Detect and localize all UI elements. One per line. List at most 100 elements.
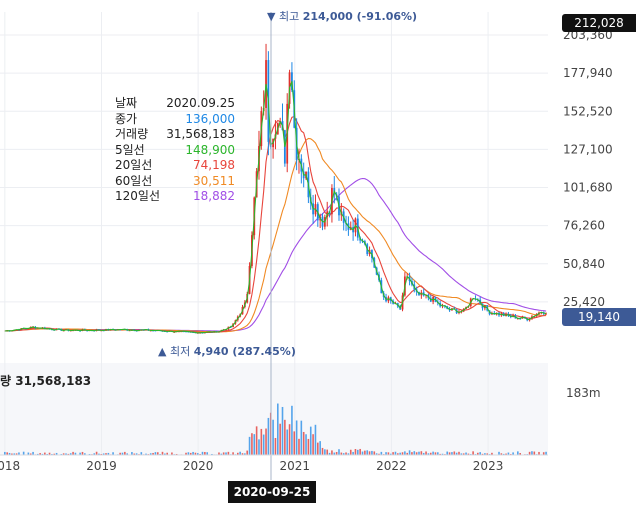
volume-bar bbox=[498, 451, 500, 455]
volume-label: 량 31,568,183 bbox=[0, 372, 91, 389]
volume-bar bbox=[81, 451, 84, 455]
volume-label-prefix: 량 bbox=[0, 374, 12, 388]
volume-bar bbox=[22, 451, 25, 455]
volume-bar bbox=[32, 451, 34, 455]
volume-bar bbox=[349, 449, 352, 455]
volume-bar bbox=[44, 452, 46, 455]
price-candles bbox=[6, 43, 547, 334]
volume-bar bbox=[519, 453, 521, 455]
volume-bar bbox=[298, 438, 300, 455]
crosshair-tooltip: 날짜 2020.09.25 종가 136,000 거래량 31,568,183 5일선… bbox=[115, 96, 235, 205]
volume-bar bbox=[55, 452, 58, 455]
volume-bar bbox=[319, 441, 321, 455]
ma5-path bbox=[4, 81, 547, 334]
volume-bar bbox=[345, 452, 347, 455]
high-annotation-value: 214,000 (-91.06%) bbox=[302, 10, 418, 23]
volume-bar bbox=[133, 453, 136, 455]
volume-bar bbox=[149, 453, 152, 455]
volume-bar bbox=[53, 453, 56, 455]
volume-bar bbox=[453, 451, 456, 455]
ma120-path bbox=[4, 177, 547, 332]
volume-bar bbox=[218, 452, 220, 455]
volume-bar bbox=[272, 419, 274, 455]
volume-bar bbox=[119, 452, 121, 455]
volume-bar bbox=[394, 451, 397, 455]
volume-bar bbox=[196, 453, 199, 455]
volume-bar bbox=[166, 452, 169, 455]
volume-bar bbox=[397, 453, 399, 455]
volume-bar bbox=[189, 452, 192, 455]
ma60-path bbox=[4, 137, 547, 333]
volume-bar bbox=[422, 452, 425, 455]
volume-bar bbox=[467, 453, 470, 455]
volume-bar bbox=[378, 453, 380, 455]
volume-bar bbox=[505, 453, 507, 455]
x-tick-label: 2022 bbox=[376, 459, 407, 473]
volume-bar bbox=[187, 452, 190, 455]
volume-bar bbox=[437, 452, 439, 455]
volume-bar bbox=[284, 419, 286, 455]
volume-bar bbox=[380, 451, 383, 455]
volume-bar bbox=[371, 450, 373, 455]
volume-bar bbox=[288, 424, 291, 455]
y-tick-label: 152,520 bbox=[563, 104, 613, 118]
volume-bar bbox=[244, 453, 246, 455]
volume-bar bbox=[307, 438, 310, 455]
volume-bar bbox=[429, 452, 432, 455]
volume-bar bbox=[446, 451, 449, 455]
volume-bar bbox=[491, 452, 493, 455]
volume-bar bbox=[185, 452, 187, 455]
volume-bar bbox=[36, 453, 39, 455]
y-tick-label: 127,100 bbox=[563, 142, 613, 156]
low-annotation-value: 4,940 (287.45%) bbox=[193, 345, 296, 358]
volume-bar bbox=[11, 453, 13, 455]
volume-bar bbox=[211, 453, 213, 455]
x-tick-label: 2020 bbox=[183, 459, 214, 473]
volume-bar bbox=[302, 431, 305, 455]
volume-bar bbox=[145, 453, 147, 455]
volume-bar bbox=[18, 452, 20, 455]
volume-bar bbox=[392, 452, 394, 455]
high-annotation: ▼ 최고 214,000 (-91.06%) bbox=[267, 8, 417, 24]
volume-bar bbox=[69, 453, 72, 455]
volume-bar bbox=[335, 451, 338, 455]
volume-bar bbox=[321, 447, 324, 455]
y-axis-ticks: 203,360177,940152,520127,100101,68076,26… bbox=[563, 28, 613, 309]
volume-bar bbox=[274, 437, 277, 455]
volume-bar bbox=[408, 450, 411, 455]
volume-bar bbox=[135, 453, 138, 455]
volume-bar bbox=[239, 451, 241, 455]
volume-bar bbox=[309, 426, 312, 455]
top-price-badge: 212,028 bbox=[562, 14, 636, 32]
low-annotation-prefix: ▲ 최저 bbox=[158, 345, 191, 358]
volume-bar bbox=[279, 423, 281, 455]
tooltip-value: 74,198 bbox=[193, 158, 235, 172]
volume-bar bbox=[112, 452, 114, 455]
volume-bar bbox=[411, 452, 413, 455]
volume-bar bbox=[41, 453, 44, 455]
volume-bar bbox=[406, 452, 409, 455]
volume-bar bbox=[105, 453, 107, 455]
tooltip-label: 120일선 bbox=[115, 189, 160, 203]
x-tick-label: 2019 bbox=[86, 459, 117, 473]
volume-bar bbox=[545, 451, 547, 455]
volume-bar bbox=[481, 453, 484, 455]
volume-bar bbox=[293, 431, 296, 455]
volume-bar bbox=[265, 428, 267, 455]
volume-bar bbox=[484, 453, 486, 455]
volume-bar bbox=[342, 453, 345, 455]
volume-bar bbox=[359, 448, 361, 455]
volume-bar bbox=[385, 452, 387, 455]
volume-bar bbox=[305, 434, 307, 455]
volume-bar bbox=[79, 452, 81, 455]
volume-bar bbox=[253, 434, 256, 455]
tooltip-row-date: 날짜 2020.09.25 bbox=[115, 96, 235, 112]
volume-panel-bg bbox=[0, 363, 548, 455]
volume-bar bbox=[427, 453, 430, 455]
volume-bar bbox=[389, 453, 392, 455]
volume-label-value: 31,568,183 bbox=[15, 374, 92, 388]
volume-bar bbox=[225, 452, 227, 455]
volume-bar bbox=[507, 452, 510, 455]
volume-bar bbox=[220, 453, 223, 455]
